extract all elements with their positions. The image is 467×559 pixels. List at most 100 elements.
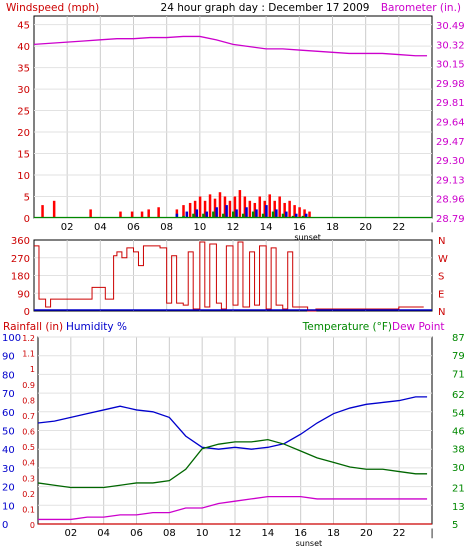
temperature-tick-label: 30 <box>452 463 465 474</box>
gust-bar <box>288 200 291 218</box>
gust-bar <box>238 190 242 218</box>
x-tick-label: 02 <box>61 222 74 233</box>
gust-bar <box>140 211 144 218</box>
x-tick-label: 20 <box>359 222 372 233</box>
direction-tick-label: 270 <box>11 254 30 265</box>
humidity-axis-label: Humidity % <box>66 321 127 333</box>
x-tick-label: 04 <box>97 528 110 539</box>
gust-bar <box>293 205 296 218</box>
wind-bar <box>261 213 265 218</box>
wind-tick-label: 5 <box>24 193 30 204</box>
humidity-tick-label: 60 <box>2 408 15 419</box>
wind-tick-label: 35 <box>17 64 30 75</box>
x-tick-end: | <box>430 222 433 233</box>
temperature-tick-label: 38 <box>452 445 465 456</box>
humidity-tick-label: 50 <box>2 427 15 438</box>
wind-tick-label: 15 <box>17 150 30 161</box>
gust-bar <box>213 198 217 218</box>
wind-tick-label: 45 <box>17 21 30 32</box>
dew-point-line <box>38 495 428 521</box>
direction-tick-label: 360 <box>11 236 30 247</box>
gust-bar <box>243 196 247 218</box>
x-tick-end: | <box>430 528 433 539</box>
temperature-tick-label: 5 <box>452 520 458 531</box>
humidity-tick-label: 40 <box>2 445 15 456</box>
average-bar <box>185 211 189 218</box>
x-tick-label: 04 <box>94 222 107 233</box>
average-bar <box>235 209 238 218</box>
rain-tick-label: 0.6 <box>22 428 35 437</box>
wind-bar <box>271 211 275 218</box>
wind-tick-label: 0 <box>24 214 30 225</box>
barometer-line <box>33 35 428 57</box>
gust-bar <box>147 209 150 218</box>
x-tick-label: 22 <box>393 528 406 539</box>
x-tick-label: 16 <box>294 528 307 539</box>
humidity-tick-label: 90 <box>2 352 15 363</box>
gust-bar <box>223 196 227 218</box>
wind-bar <box>281 213 285 218</box>
wind-bar <box>212 211 215 218</box>
x-tick-label: 12 <box>229 528 242 539</box>
gust-bar <box>248 200 252 218</box>
barometer-tick-label: 29.81 <box>436 98 465 109</box>
compass-label: E <box>438 289 444 300</box>
temperature-tick-label: 79 <box>452 351 465 362</box>
rain-tick-label: 1 <box>30 365 35 374</box>
barometer-tick-label: 29.13 <box>436 175 465 186</box>
x-tick-label: 16 <box>293 222 306 233</box>
gust-bar <box>253 202 257 218</box>
gust-bar <box>208 194 212 218</box>
gust-bar <box>228 200 232 218</box>
gust-bar <box>119 211 122 218</box>
wind-tick-label: 20 <box>17 128 30 139</box>
sunset-label: sunset <box>294 233 321 242</box>
rain-tick-label: 0.9 <box>22 381 35 390</box>
humidity-tick-label: 20 <box>2 483 15 494</box>
wind-tick-label: 25 <box>17 107 30 118</box>
gust-bar <box>283 202 286 218</box>
wind-bar <box>192 213 195 218</box>
average-bar <box>255 209 258 218</box>
rain-tick-label: 0.4 <box>22 459 35 468</box>
average-bar <box>265 205 268 218</box>
temperature-axis-label: Temperature (°F) <box>302 321 392 333</box>
gust-bar <box>89 209 92 218</box>
humidity-tick-label: 30 <box>2 464 15 475</box>
x-tick-label: 20 <box>360 528 373 539</box>
gust-bar <box>218 192 222 218</box>
temperature-tick-label: 71 <box>452 369 465 380</box>
rain-tick-label: 0.7 <box>22 412 35 421</box>
sunset-label: sunset <box>296 539 323 548</box>
gust-bar <box>182 205 185 218</box>
wind-bar <box>241 213 245 218</box>
average-bar <box>205 211 208 218</box>
x-tick-label: 10 <box>193 222 206 233</box>
rain-tick-label: 0.5 <box>22 443 35 452</box>
humidity-tick-label: 70 <box>2 389 15 400</box>
average-bar <box>295 213 298 218</box>
gust-bar <box>52 200 56 218</box>
direction-tick-label: 0 <box>24 307 30 318</box>
gust-bar <box>233 196 237 218</box>
average-bar <box>275 209 278 218</box>
compass-label: N <box>438 236 445 247</box>
x-tick-label: 12 <box>227 222 240 233</box>
x-tick-label: 18 <box>326 222 339 233</box>
gust-bar <box>273 200 276 218</box>
barometer-tick-label: 30.32 <box>436 40 465 51</box>
gust-bar <box>268 194 271 218</box>
direction-tick-label: 90 <box>17 289 30 300</box>
x-tick-label: 14 <box>261 528 274 539</box>
gust-bar <box>263 200 267 218</box>
gust-bar <box>278 196 281 218</box>
wind-bar <box>232 211 235 218</box>
barometer-tick-label: 29.64 <box>436 118 465 129</box>
rain-tick-label: 1.2 <box>22 334 35 343</box>
barometer-tick-label: 29.98 <box>436 79 465 90</box>
rain-tick-label: 0.3 <box>22 474 35 483</box>
gust-bar <box>130 211 134 218</box>
humidity-tick-label: 0 <box>2 520 8 531</box>
gust-bar <box>198 196 202 218</box>
